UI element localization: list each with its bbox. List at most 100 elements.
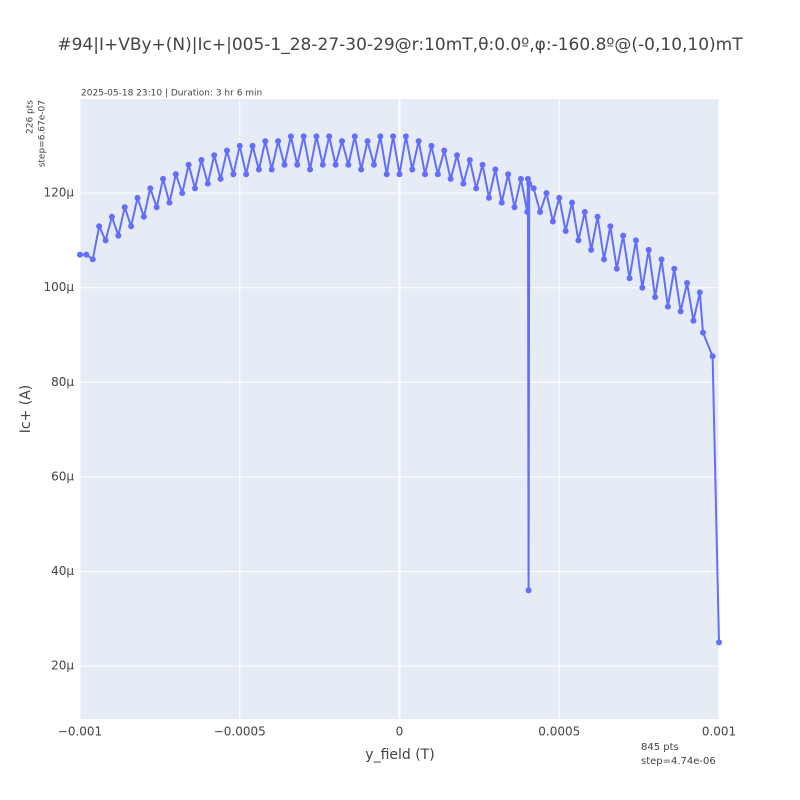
data-point	[211, 152, 218, 159]
data-point	[358, 166, 365, 173]
data-point	[89, 256, 96, 263]
data-point	[632, 237, 639, 244]
data-point	[575, 237, 582, 244]
data-point	[223, 147, 230, 154]
y-tick-label: 20µ	[51, 659, 74, 673]
data-point	[185, 161, 192, 168]
data-point	[505, 171, 512, 178]
data-point	[716, 639, 722, 646]
data-point	[441, 147, 448, 154]
data-point	[370, 161, 377, 168]
y-tick-label: 80µ	[51, 375, 74, 389]
data-point	[307, 166, 314, 173]
data-point	[121, 204, 128, 211]
y-axis-title: Ic+ (A)	[18, 385, 34, 434]
data-point	[115, 232, 122, 239]
data-point	[588, 246, 595, 253]
data-point	[83, 251, 90, 258]
data-point	[147, 185, 154, 192]
data-point	[511, 204, 518, 211]
data-point	[108, 213, 115, 220]
data-point	[473, 185, 480, 192]
data-point	[268, 166, 275, 173]
x-tick-label: 0.001	[702, 725, 736, 739]
data-point	[300, 133, 307, 140]
series-line	[80, 136, 720, 643]
data-point	[422, 171, 429, 178]
data-point	[428, 142, 435, 149]
x-tick-label: 0	[396, 725, 404, 739]
data-point	[709, 353, 716, 360]
data-point	[526, 180, 533, 187]
data-point	[479, 161, 486, 168]
subtitle: 2025-05-18 23:10 | Duration: 3 hr 6 min	[81, 89, 262, 99]
data-point	[690, 317, 697, 324]
y-annotation: step=6.67e-07	[38, 100, 48, 167]
data-point	[345, 161, 352, 168]
y-tick-label: 120µ	[43, 186, 74, 200]
data-point	[409, 166, 416, 173]
data-point	[383, 171, 390, 178]
data-point	[140, 213, 147, 220]
data-point	[498, 199, 505, 206]
data-point	[652, 294, 659, 301]
y-tick-label: 100µ	[43, 280, 74, 294]
data-point	[326, 133, 333, 140]
x-annotation: 845 pts	[641, 742, 679, 753]
data-point	[664, 303, 671, 310]
data-point	[620, 232, 627, 239]
data-point	[390, 133, 397, 140]
x-tick-label: 0.0005	[538, 725, 580, 739]
y-tick-label: 60µ	[51, 469, 74, 483]
data-point	[645, 246, 652, 253]
data-point	[396, 171, 403, 178]
data-point	[607, 223, 614, 230]
data-point	[236, 142, 243, 149]
data-point	[415, 138, 422, 145]
data-point	[243, 171, 250, 178]
data-point	[402, 133, 409, 140]
data-point	[102, 237, 109, 244]
data-point	[153, 204, 160, 211]
data-point	[172, 171, 179, 178]
data-point	[77, 251, 83, 258]
data-point	[447, 175, 454, 182]
data-point	[313, 133, 320, 140]
data-point	[524, 175, 531, 182]
data-point	[166, 199, 173, 206]
data-point	[332, 161, 339, 168]
y-tick-label: 40µ	[51, 564, 74, 578]
data-point	[696, 289, 703, 296]
data-point	[671, 265, 678, 272]
x-annotation: step=4.74e-06	[641, 756, 716, 767]
data-point	[525, 587, 532, 594]
data-point	[600, 256, 607, 263]
data-point	[517, 175, 524, 182]
data-point	[128, 223, 135, 230]
data-point	[530, 185, 537, 192]
data-point	[377, 133, 384, 140]
data-point	[262, 138, 269, 145]
data-point	[96, 223, 103, 230]
data-point	[626, 275, 633, 282]
data-point	[364, 138, 371, 145]
x-tick-label: −0.001	[58, 725, 102, 739]
data-point	[485, 194, 492, 201]
data-point	[249, 142, 256, 149]
data-point	[556, 194, 563, 201]
data-point	[562, 227, 569, 234]
x-tick-label: −0.0005	[214, 725, 266, 739]
data-point	[319, 161, 326, 168]
chart-title: #94|I+VBy+(N)|Ic+|005-1_28-27-30-29@r:10…	[57, 35, 743, 55]
data-point	[454, 152, 461, 159]
data-point	[639, 284, 646, 291]
data-point	[255, 166, 262, 173]
data-point	[281, 161, 288, 168]
data-point	[160, 175, 167, 182]
data-point	[594, 213, 601, 220]
data-point	[677, 308, 684, 315]
data-point	[524, 209, 531, 216]
data-point	[287, 133, 294, 140]
data-point	[217, 175, 224, 182]
